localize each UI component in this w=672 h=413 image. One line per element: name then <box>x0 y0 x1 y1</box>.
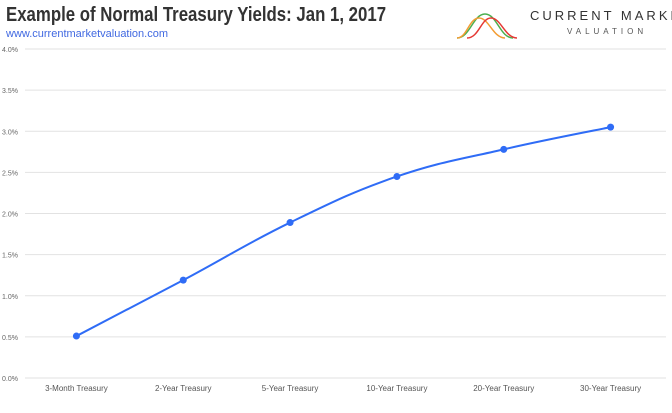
data-point <box>72 332 80 340</box>
x-tick-label: 30-Year Treasury <box>580 384 641 393</box>
logo-bell-curves-icon <box>456 13 518 39</box>
logo-subtitle: VALUATION <box>567 27 648 36</box>
x-tick-label: 3-Month Treasury <box>45 384 108 393</box>
data-point <box>607 123 615 131</box>
y-tick-label: 1.0% <box>2 294 18 301</box>
website-link[interactable]: www.currentmarketvaluation.com <box>6 28 169 40</box>
logo: CURRENT MARKET VALUATION <box>455 8 672 44</box>
x-tick-label: 5-Year Treasury <box>262 384 319 393</box>
x-tick-label: 20-Year Treasury <box>473 384 534 393</box>
data-point <box>179 276 187 284</box>
logo-name: CURRENT MARKET <box>530 8 672 23</box>
data-point <box>286 219 294 227</box>
y-tick-label: 0.0% <box>2 376 18 383</box>
y-tick-label: 1.5% <box>2 253 18 260</box>
y-tick-label: 3.5% <box>2 88 18 95</box>
chart-title: Example of Normal Treasury Yields: Jan 1… <box>6 4 387 26</box>
x-tick-label: 10-Year Treasury <box>366 384 427 393</box>
series-line <box>75 126 611 337</box>
y-tick-label: 0.5% <box>2 335 18 342</box>
x-tick-label: 2-Year Treasury <box>155 384 212 393</box>
data-point <box>500 145 508 153</box>
data-point <box>393 172 401 180</box>
y-tick-label: 2.0% <box>2 212 18 219</box>
y-tick-label: 4.0% <box>2 47 18 54</box>
y-tick-label: 2.5% <box>2 170 18 177</box>
y-tick-label: 3.0% <box>2 129 18 136</box>
